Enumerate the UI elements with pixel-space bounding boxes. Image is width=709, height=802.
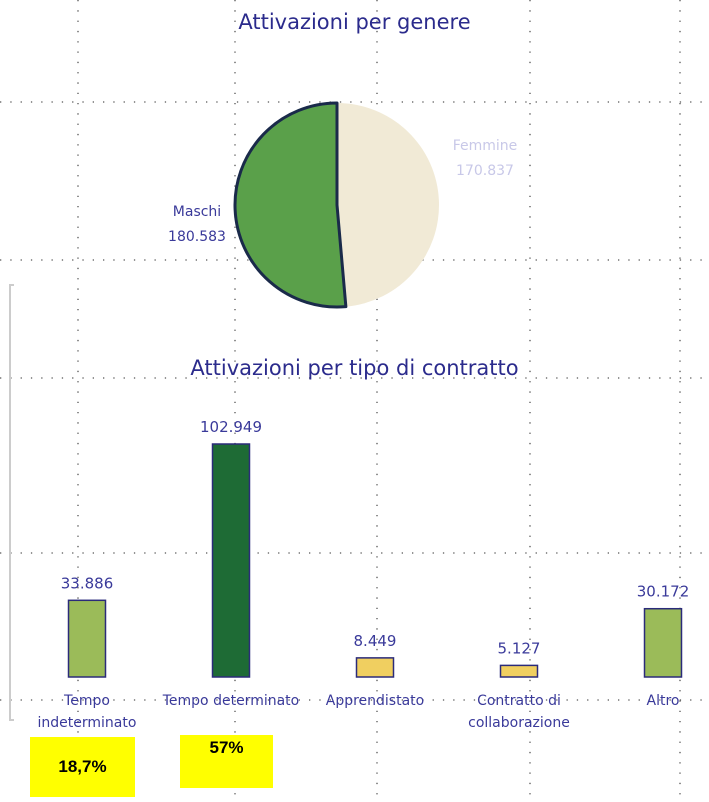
slice-label: Femmine <box>453 138 518 154</box>
pie-slice <box>337 103 439 307</box>
frame-edge <box>9 284 14 721</box>
x-tick-label: Tempo determinato <box>162 693 300 709</box>
bar <box>499 664 539 678</box>
bar <box>643 607 683 678</box>
annotation: 18,7% <box>30 737 135 797</box>
bar-value-label: 5.127 <box>498 639 541 657</box>
bar <box>67 599 107 678</box>
annotation: 57% <box>180 735 273 788</box>
bar-value-label: 102.949 <box>200 418 262 436</box>
slice-value-label: 170.837 <box>456 163 514 179</box>
bar-value-label: 8.449 <box>354 632 397 650</box>
bar <box>211 443 251 678</box>
bar-title: Attivazioni per tipo di contratto <box>190 356 519 380</box>
pie-title: Attivazioni per genere <box>238 10 471 34</box>
x-tick-label: Contratto di collaborazione <box>468 693 570 731</box>
pie-slice <box>233 101 348 309</box>
x-tick-label: Altro <box>646 693 680 709</box>
slice-value-label: 180.583 <box>168 229 226 245</box>
bar-value-label: 30.172 <box>637 583 690 601</box>
slice-label: Maschi <box>173 204 221 220</box>
x-tick-label: Tempo indeterminato <box>37 693 137 731</box>
bar-value-label: 33.886 <box>61 574 114 592</box>
bar <box>355 657 395 678</box>
x-tick-label: Apprendistato <box>325 693 425 709</box>
